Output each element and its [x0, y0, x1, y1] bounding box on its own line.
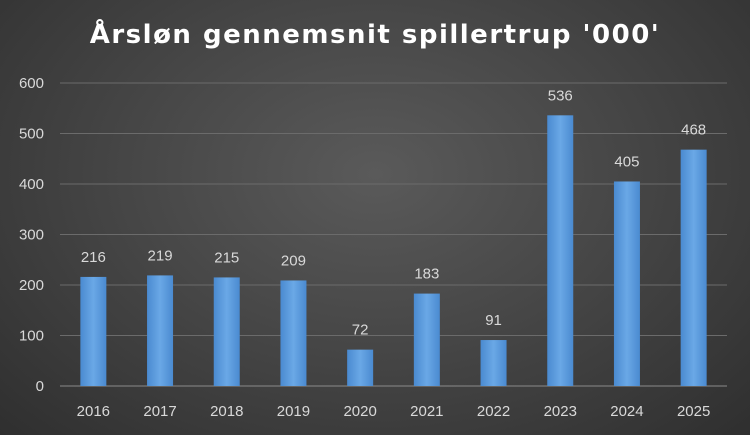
data-label: 215: [214, 249, 239, 266]
x-tick-label: 2020: [343, 403, 376, 420]
data-label: 468: [681, 122, 706, 139]
data-label: 536: [548, 87, 573, 104]
x-tick-label: 2017: [143, 403, 176, 420]
bar-2022: [480, 340, 507, 386]
y-tick-label: 600: [19, 75, 44, 92]
x-tick-label: 2024: [610, 403, 643, 420]
bar-2023: [547, 115, 574, 386]
x-tick-label: 2023: [544, 403, 577, 420]
bar-2025: [680, 149, 707, 386]
data-label: 72: [352, 322, 369, 339]
bar-2017: [147, 275, 174, 386]
bar-2021: [413, 293, 440, 386]
data-label: 216: [81, 249, 106, 266]
y-tick-label: 400: [19, 176, 44, 193]
x-tick-label: 2022: [477, 403, 510, 420]
x-tick-label: 2016: [77, 403, 110, 420]
bar-2019: [280, 280, 307, 386]
data-label: 91: [485, 312, 502, 329]
chart-title: Årsløn gennemsnit spillertrup '000': [89, 20, 661, 50]
x-tick-label: 2025: [677, 403, 710, 420]
y-tick-label: 0: [36, 378, 44, 395]
y-tick-label: 300: [19, 227, 44, 244]
y-tick-label: 100: [19, 328, 44, 345]
bar-2016: [80, 276, 107, 386]
data-label: 183: [414, 266, 439, 283]
data-label: 209: [281, 252, 306, 269]
x-tick-label: 2019: [277, 403, 310, 420]
x-tick-label: 2018: [210, 403, 243, 420]
bar-2018: [213, 277, 240, 386]
data-label: 405: [614, 153, 639, 170]
y-tick-label: 500: [19, 126, 44, 143]
bar-2024: [613, 181, 640, 386]
data-label: 219: [148, 247, 173, 264]
x-tick-label: 2021: [410, 403, 443, 420]
y-tick-label: 200: [19, 277, 44, 294]
bar-2020: [347, 349, 374, 386]
